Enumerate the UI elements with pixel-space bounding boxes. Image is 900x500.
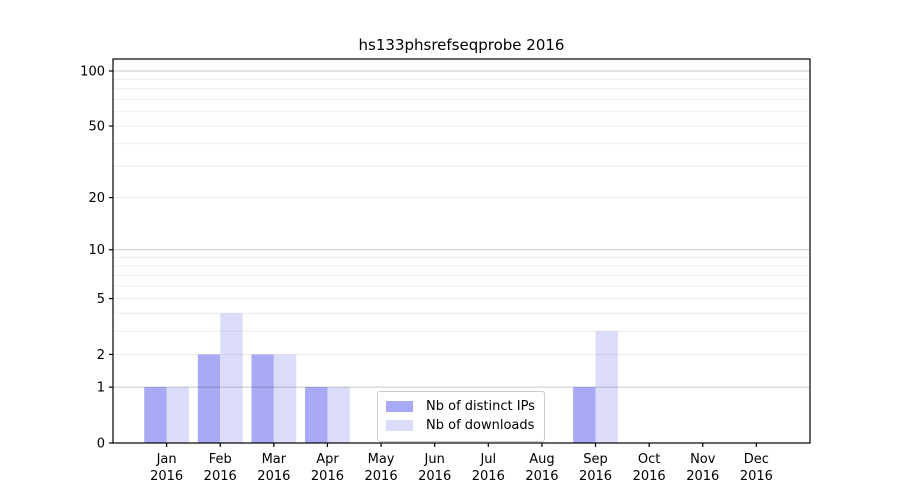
bar-feb-downloads <box>220 313 243 443</box>
x-tick-label-year: 2016 <box>257 469 290 484</box>
x-tick-label-month: Oct <box>638 452 660 467</box>
legend-swatch-distinct-ips <box>386 401 413 412</box>
y-tick-label: 100 <box>80 64 105 79</box>
bar-mar-downloads <box>273 354 297 443</box>
y-tick-label: 5 <box>97 292 105 307</box>
legend-label-downloads: Nb of downloads <box>426 418 535 433</box>
x-tick-label-year: 2016 <box>150 469 183 484</box>
x-tick-label-year: 2016 <box>418 469 451 484</box>
y-tick-label: 10 <box>88 243 105 258</box>
x-tick-label-month: Jun <box>424 452 445 467</box>
y-tick-label: 0 <box>97 437 105 452</box>
bar-sep-downloads <box>595 331 618 443</box>
x-tick-label-month: Aug <box>529 452 554 467</box>
x-tick-label-month: Jan <box>156 452 177 467</box>
x-tick-label-year: 2016 <box>579 469 612 484</box>
y-tick-label: 2 <box>97 348 105 363</box>
x-tick-label-year: 2016 <box>525 469 558 484</box>
x-tick-label-year: 2016 <box>204 469 237 484</box>
x-tick-label-month: Feb <box>209 452 232 467</box>
x-tick-label-month: Jul <box>479 452 496 467</box>
bar-mar-distinct-ips <box>251 354 274 443</box>
legend-label-distinct-ips: Nb of distinct IPs <box>426 399 535 414</box>
bar-apr-distinct-ips <box>305 387 328 443</box>
bar-feb-distinct-ips <box>197 354 221 443</box>
x-tick-label-year: 2016 <box>633 469 666 484</box>
x-tick-label-month: Apr <box>316 452 339 467</box>
bar-apr-downloads <box>327 387 350 443</box>
bar-jan-downloads <box>166 387 190 443</box>
bar-jan-distinct-ips <box>144 387 167 443</box>
bar-sep-distinct-ips <box>573 387 596 443</box>
legend-swatch-downloads <box>386 420 413 431</box>
x-tick-label-month: Mar <box>262 452 287 467</box>
legend-entry-downloads: Nb of downloads <box>386 416 535 435</box>
chart-title: hs133phsrefseqprobe 2016 <box>358 36 565 54</box>
x-tick-label-year: 2016 <box>740 469 773 484</box>
x-tick-label-month: Dec <box>744 452 769 467</box>
legend: Nb of distinct IPs Nb of downloads <box>377 391 545 442</box>
x-tick-label-month: May <box>368 452 395 467</box>
plot-border <box>112 58 811 444</box>
x-tick-label-month: Nov <box>690 452 716 467</box>
legend-entry-distinct-ips: Nb of distinct IPs <box>386 397 535 416</box>
x-tick-label-year: 2016 <box>365 469 398 484</box>
y-tick-label: 50 <box>88 120 105 135</box>
x-tick-label-month: Sep <box>583 452 608 467</box>
x-tick-label-year: 2016 <box>311 469 344 484</box>
y-tick-label: 20 <box>88 191 105 206</box>
x-tick-label-year: 2016 <box>686 469 719 484</box>
x-tick-label-year: 2016 <box>472 469 505 484</box>
y-tick-label: 1 <box>97 381 105 396</box>
